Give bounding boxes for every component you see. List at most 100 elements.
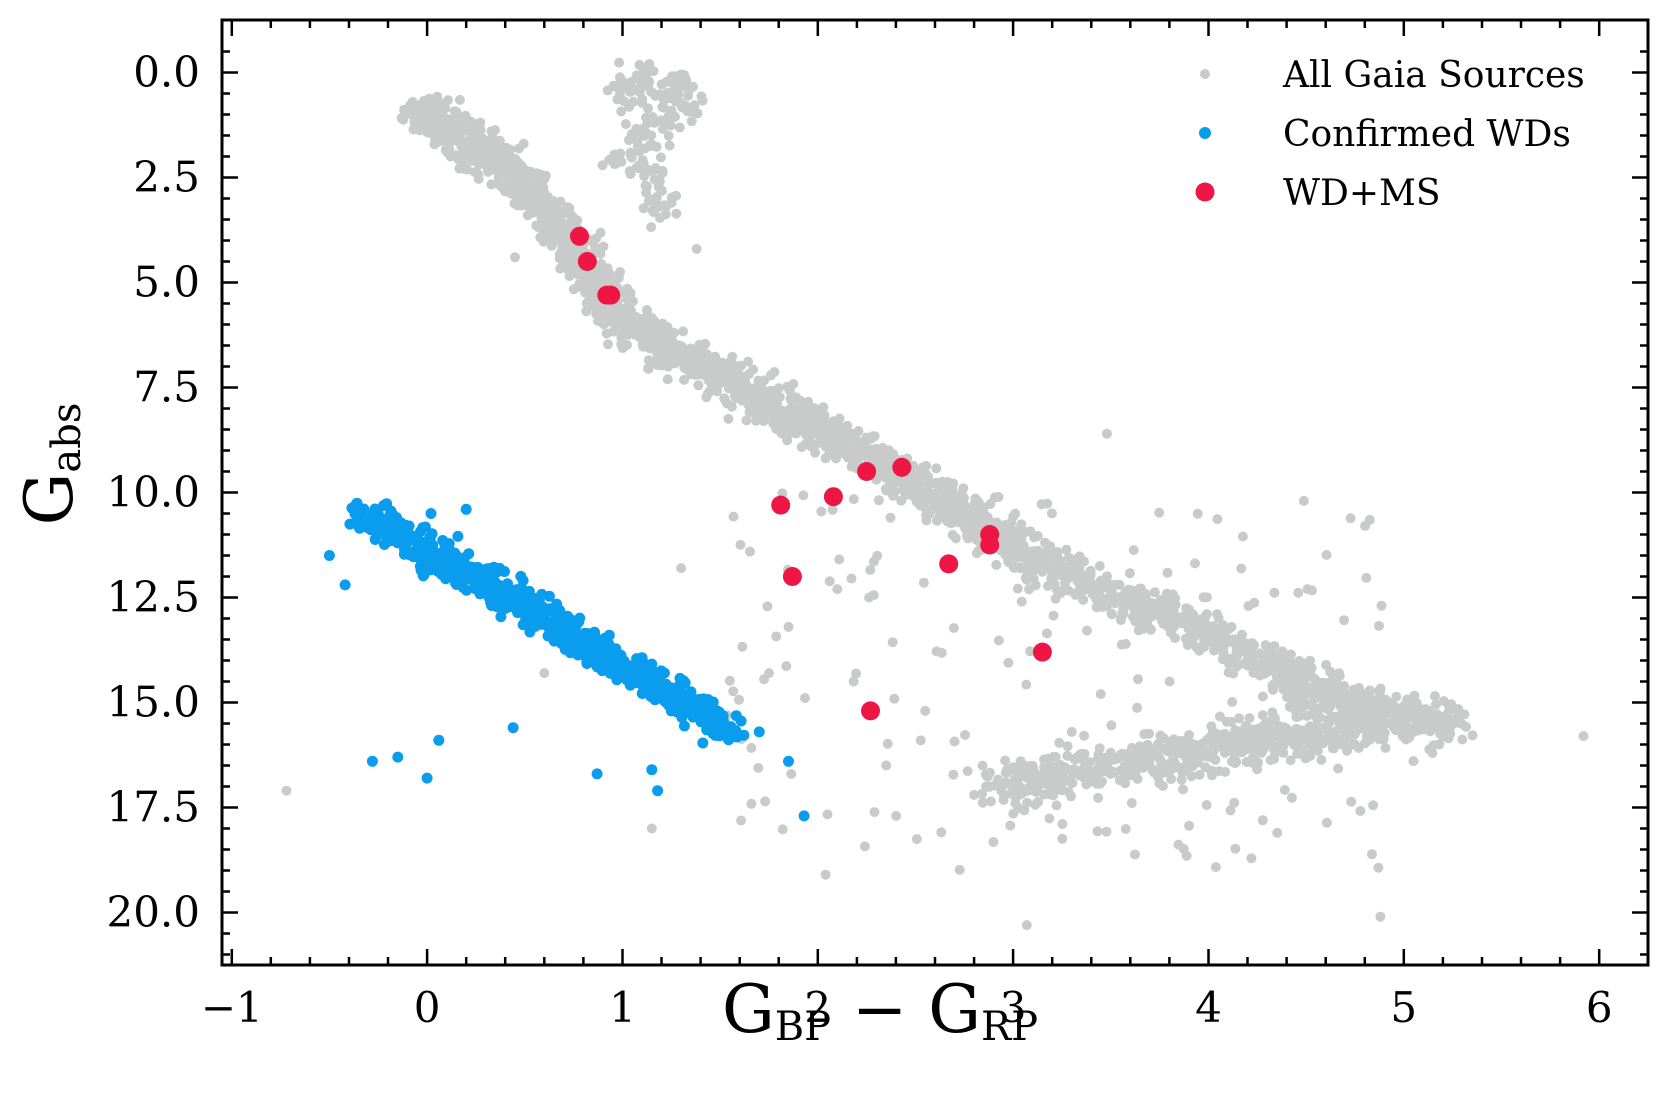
y-tick-label: 15.0	[106, 678, 200, 727]
confirmed-wd-point	[610, 654, 622, 665]
legend: All Gaia Sources Confirmed WDs WD+MS	[1195, 55, 1585, 214]
gaia-source-point	[1400, 714, 1411, 725]
gaia-source-point	[625, 150, 636, 161]
gaia-source-point	[1064, 561, 1075, 571]
wd-ms-point	[771, 495, 791, 515]
gaia-source-point	[615, 156, 626, 167]
gaia-source-point	[805, 416, 816, 427]
confirmed-wd-point	[436, 568, 448, 580]
gaia-source-point	[1166, 774, 1177, 785]
confirmed-wd-point	[349, 508, 361, 520]
gaia-source-point	[1201, 800, 1212, 810]
gaia-source-point	[1245, 730, 1256, 741]
gaia-source-point	[1139, 729, 1150, 740]
gaia-source-point	[794, 401, 805, 412]
gaia-source-point	[751, 415, 762, 426]
gaia-source-point	[1277, 646, 1288, 657]
gaia-source-point	[771, 631, 782, 642]
gaia-source-point	[998, 795, 1009, 805]
gaia-source-point	[1349, 720, 1360, 731]
gaia-source-point	[1351, 699, 1362, 710]
gaia-source-point	[1184, 820, 1195, 831]
gaia-source-point	[1091, 602, 1102, 613]
gaia-source-point	[915, 500, 926, 511]
gaia-source-point	[1126, 798, 1137, 808]
gaia-source-point	[663, 118, 674, 129]
gaia-source-point	[1272, 827, 1283, 838]
gaia-source-point	[1227, 756, 1237, 767]
gaia-source-point	[1257, 730, 1268, 741]
confirmed-wd-point	[523, 585, 535, 597]
gaia-source-point	[1079, 749, 1090, 759]
gaia-source-point	[766, 370, 776, 381]
gaia-source-point	[664, 140, 675, 151]
gaia-source-point	[939, 493, 950, 503]
x-tick-label: 5	[1390, 983, 1417, 1032]
gaia-source-point	[1293, 708, 1304, 719]
y-axis-label: Gabs	[11, 403, 90, 526]
gaia-source-point	[686, 116, 697, 127]
gaia-source-point	[1285, 755, 1296, 766]
gaia-source-point	[1170, 633, 1181, 644]
gaia-source-point	[832, 584, 843, 595]
gaia-source-point	[960, 730, 970, 740]
gaia-source-point	[1044, 813, 1055, 824]
gaia-source-point	[948, 623, 959, 633]
gaia-source-point	[1353, 683, 1364, 693]
gaia-source-point	[1192, 508, 1203, 519]
gaia-source-point	[613, 272, 624, 283]
gaia-source-point	[1412, 725, 1423, 736]
gaia-source-point	[1429, 691, 1440, 702]
gaia-source-point	[1321, 733, 1332, 744]
gaia-source-point	[973, 546, 984, 556]
y-tick-label: 5.0	[133, 258, 200, 307]
gaia-source-point	[985, 796, 996, 807]
confirmed-wd-point	[753, 726, 765, 738]
gaia-source-point	[884, 467, 895, 477]
confirmed-wd-point	[339, 579, 351, 591]
confirmed-wd-point	[631, 653, 643, 665]
gaia-source-point	[1048, 610, 1059, 621]
gaia-source-point	[1032, 531, 1043, 541]
x-tick-label: 3	[1000, 983, 1027, 1032]
gaia-source-point	[1378, 734, 1389, 744]
gaia-source-point	[1189, 615, 1199, 626]
gaia-source-point	[1107, 609, 1117, 620]
gaia-source-point	[281, 785, 292, 796]
gaia-source-point	[1128, 545, 1139, 556]
gaia-source-point	[1373, 862, 1384, 873]
confirmed-wd-point	[391, 525, 403, 537]
gaia-source-point	[1212, 514, 1223, 525]
confirmed-wd-point	[454, 566, 466, 578]
x-tick-label: 0	[414, 983, 441, 1032]
gaia-source-point	[1210, 862, 1221, 873]
gaia-source-point	[1244, 713, 1255, 724]
gaia-source-point	[977, 788, 987, 799]
gaia-source-point	[451, 107, 462, 117]
gaia-source-point	[1286, 792, 1297, 803]
gaia-source-point	[670, 92, 681, 102]
wd-ms-point	[823, 487, 843, 507]
gaia-source-point	[1134, 741, 1145, 752]
gaia-source-point	[500, 186, 511, 197]
confirmed-wd-point	[517, 575, 529, 586]
gaia-source-point	[631, 162, 642, 173]
gaia-source-point	[734, 694, 744, 705]
gaia-source-point	[915, 735, 926, 746]
gaia-source-point	[1120, 638, 1131, 649]
confirmed-wd-point	[564, 615, 576, 627]
confirmed-wd-point	[411, 534, 423, 546]
gaia-source-point	[1228, 736, 1239, 747]
gaia-source-point	[439, 131, 450, 142]
gaia-source-point	[457, 155, 468, 166]
gaia-source-point	[522, 210, 533, 221]
gaia-source-point	[503, 144, 514, 155]
confirmed-wd-point	[560, 632, 572, 644]
gaia-source-point	[800, 693, 810, 703]
gaia-source-point	[421, 112, 431, 123]
confirmed-wd-point	[665, 705, 677, 717]
gaia-source-point	[1308, 707, 1319, 718]
gaia-source-point	[855, 451, 866, 462]
gaia-source-point	[1420, 704, 1431, 715]
gaia-source-point	[502, 159, 513, 170]
